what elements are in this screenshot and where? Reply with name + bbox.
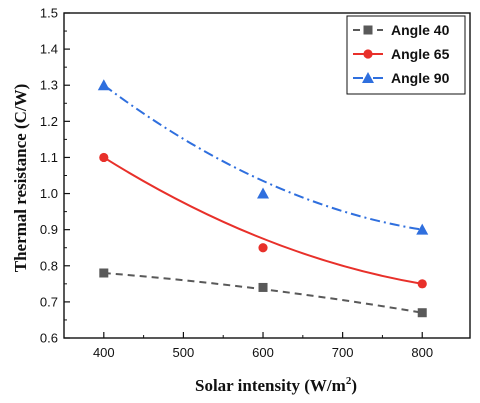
legend-marker [364, 26, 373, 35]
x-axis-ticks: 400 500 600 700 800 [93, 332, 433, 360]
series-2 [98, 79, 428, 234]
legend: Angle 40 Angle 65 Angle 90 [347, 16, 465, 94]
data-point [98, 79, 110, 90]
y-tick-label: 1.0 [40, 186, 58, 201]
data-point [257, 188, 269, 199]
x-tick-label: 800 [411, 345, 433, 360]
series-layer [98, 79, 428, 317]
y-tick-label: 0.6 [40, 331, 58, 346]
data-point [99, 269, 108, 278]
legend-label: Angle 40 [391, 22, 450, 38]
data-point [418, 279, 427, 288]
x-tick-label: 600 [252, 345, 274, 360]
series-fit-line [104, 85, 422, 229]
y-tick-label: 1.2 [40, 114, 58, 129]
data-point [418, 308, 427, 317]
data-point [258, 243, 267, 252]
data-point [99, 153, 108, 162]
y-tick-label: 1.4 [40, 42, 58, 57]
legend-label: Angle 65 [391, 46, 450, 62]
y-axis-title: Thermal resistance (C/W) [11, 84, 30, 273]
y-axis-ticks: 0.6 0.7 0.8 0.9 1.0 1.1 1.2 1.3 1.4 1.5 [40, 6, 70, 346]
y-tick-label: 1.3 [40, 78, 58, 93]
y-tick-label: 0.9 [40, 222, 58, 237]
y-tick-label: 0.7 [40, 294, 58, 309]
x-tick-label: 500 [173, 345, 195, 360]
y-tick-label: 0.8 [40, 258, 58, 273]
x-axis-title: Solar intensity (W/m2) [195, 375, 357, 395]
legend-label: Angle 90 [391, 70, 450, 86]
y-tick-label: 1.5 [40, 6, 58, 21]
legend-marker [363, 49, 372, 58]
series-fit-line [104, 273, 422, 313]
data-point [259, 283, 268, 292]
y-tick-label: 1.1 [40, 150, 58, 165]
x-tick-label: 700 [332, 345, 354, 360]
x-tick-label: 400 [93, 345, 115, 360]
